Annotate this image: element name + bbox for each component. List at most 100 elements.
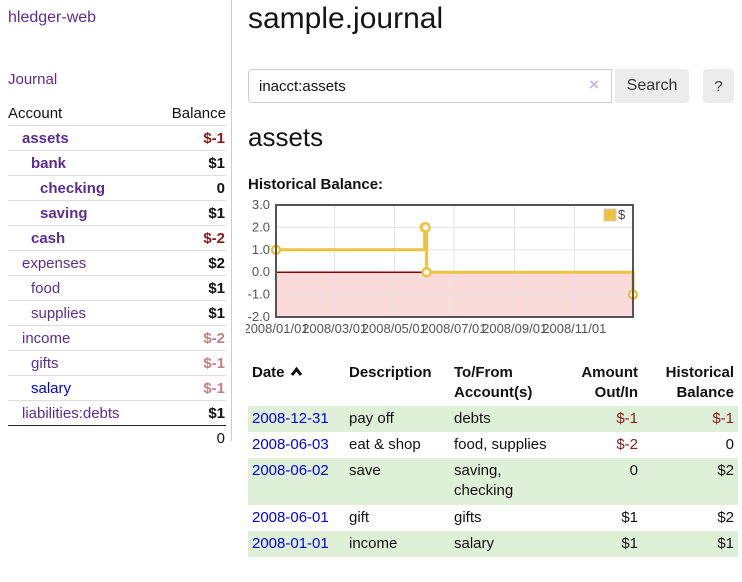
- account-balance: $-1: [154, 350, 226, 376]
- register-balance: $1: [717, 534, 734, 552]
- sidebar: hledger-web Journal Account Balance asse…: [0, 0, 232, 450]
- accounts-table: Account Balance assets $-1 bank $1 check…: [8, 101, 226, 450]
- account-link-gifts[interactable]: gifts: [31, 355, 59, 372]
- svg-text:3.0: 3.0: [252, 200, 270, 212]
- account-row: bank $1: [8, 150, 226, 176]
- date-column-header[interactable]: Date: [248, 361, 345, 406]
- account-link-cash[interactable]: cash: [31, 230, 66, 247]
- balance-chart-svg: $3.0 2.0 1.0 0.0 -1.0 -2.02008/01/012008/03/0…: [246, 200, 639, 336]
- register-description: save: [349, 462, 381, 479]
- register-accounts: salary: [454, 534, 495, 552]
- sort-ascending-icon: [290, 363, 303, 383]
- account-link-bank[interactable]: bank: [31, 155, 67, 172]
- search-input[interactable]: [248, 69, 612, 103]
- register-description: gift: [349, 508, 370, 526]
- account-balance: $-2: [154, 325, 226, 351]
- svg-text:2.0: 2.0: [252, 219, 270, 234]
- svg-text:-1.0: -1.0: [248, 287, 270, 302]
- description-column-header: Description: [349, 364, 432, 381]
- clear-search-icon[interactable]: ×: [589, 75, 599, 94]
- register-amount: $-2: [616, 435, 638, 453]
- balance-column-header: Balance: [171, 105, 226, 122]
- account-balance: $-2: [154, 225, 226, 251]
- account-link-supplies[interactable]: supplies: [31, 305, 87, 322]
- svg-text:2008/03/01: 2008/03/01: [302, 321, 367, 336]
- page-title: sample.journal: [248, 2, 444, 35]
- register-balance: $2: [717, 508, 734, 526]
- register-row: 2008-06-02 save saving, checking 0 $2: [248, 458, 738, 505]
- account-row: expenses $2: [8, 250, 226, 276]
- account-row: food $1: [8, 275, 226, 301]
- account-link-salary[interactable]: salary: [31, 380, 72, 397]
- register-description: pay off: [349, 409, 394, 427]
- register-description: eat & shop: [349, 435, 421, 453]
- account-balance: $1: [154, 200, 226, 226]
- svg-text:2008/07/01: 2008/07/01: [421, 321, 486, 336]
- account-row: income $-2: [8, 325, 226, 351]
- register-amount: 0: [629, 462, 638, 479]
- app-title-link[interactable]: hledger-web: [8, 9, 97, 26]
- account-link-food[interactable]: food: [31, 280, 61, 297]
- account-balance: $-1: [154, 375, 226, 401]
- register-table: Date Description To/From Account(s) Amou…: [248, 361, 738, 557]
- accounts-total-row: 0: [8, 425, 226, 450]
- sidebar-item-journal[interactable]: Journal: [8, 71, 58, 88]
- register-date-link[interactable]: 2008-06-03: [252, 435, 329, 453]
- account-row: saving $1: [8, 200, 226, 226]
- account-link-saving[interactable]: saving: [40, 205, 88, 222]
- register-row: 2008-12-31 pay off debts $-1 $-1: [248, 405, 738, 432]
- register-accounts: gifts: [454, 508, 482, 526]
- register-amount: $1: [621, 534, 638, 552]
- register-date-link[interactable]: 2008-06-01: [252, 508, 329, 526]
- search-button[interactable]: Search: [615, 69, 689, 103]
- svg-text:2008/01/01: 2008/01/01: [246, 321, 309, 336]
- register-balance: $-1: [712, 409, 734, 427]
- account-row: supplies $1: [8, 300, 226, 326]
- account-balance: $1: [154, 300, 226, 326]
- account-balance: $1: [154, 150, 226, 176]
- account-row: cash $-2: [8, 225, 226, 251]
- accounts-table-header: Account Balance: [8, 101, 226, 126]
- register-row: 2008-01-01 income salary $1 $1: [248, 530, 738, 557]
- svg-text:2008/11/01: 2008/11/01: [542, 321, 606, 336]
- account-column-header: Account: [8, 105, 63, 122]
- register-date-link[interactable]: 2008-01-01: [252, 534, 329, 552]
- account-link-income[interactable]: income: [22, 330, 71, 347]
- account-balance: 0: [154, 175, 226, 201]
- svg-text:2008/05/01: 2008/05/01: [362, 321, 427, 336]
- account-link-liabilities-debts[interactable]: liabilities:debts: [22, 405, 120, 422]
- account-link-assets[interactable]: assets: [22, 130, 69, 147]
- register-header-row: Date Description To/From Account(s) Amou…: [248, 361, 738, 406]
- accounts-total-value: 0: [154, 425, 226, 450]
- register-amount: $-1: [616, 409, 638, 427]
- register-amount: $1: [621, 508, 638, 526]
- register-row: 2008-06-03 eat & shop food, supplies $-2…: [248, 432, 738, 458]
- register-date-link[interactable]: 2008-06-02: [252, 462, 329, 479]
- accounts-column-header: To/From Account(s): [454, 364, 533, 402]
- account-row: gifts $-1: [8, 350, 226, 376]
- account-row: checking 0: [8, 175, 226, 201]
- svg-text:0.0: 0.0: [252, 264, 270, 279]
- register-accounts: debts: [454, 409, 491, 427]
- main-content: sample.journal × Search ? assets Histori…: [246, 0, 742, 582]
- register-accounts: food, supplies: [454, 435, 547, 453]
- register-balance: $2: [717, 462, 734, 479]
- account-link-checking[interactable]: checking: [40, 180, 106, 197]
- historical-balance-label: Historical Balance:: [248, 176, 384, 193]
- account-balance: $1: [154, 400, 226, 426]
- balance-column-header: Historical Balance: [665, 364, 734, 402]
- account-balance: $-1: [154, 125, 226, 151]
- register-accounts: saving, checking: [454, 462, 514, 500]
- account-balance: $2: [154, 250, 226, 276]
- svg-text:2008/09/01: 2008/09/01: [482, 321, 547, 336]
- help-button[interactable]: ?: [703, 69, 734, 103]
- register-date-link[interactable]: 2008-12-31: [252, 409, 329, 427]
- register-row: 2008-06-01 gift gifts $1 $2: [248, 505, 738, 531]
- account-row: liabilities:debts $1: [8, 400, 226, 426]
- svg-text:1.0: 1.0: [252, 242, 270, 257]
- account-heading: assets: [248, 122, 324, 152]
- account-link-expenses[interactable]: expenses: [22, 255, 87, 272]
- svg-text:-2.0: -2.0: [248, 309, 270, 324]
- amount-column-header: Amount Out/In: [581, 364, 638, 402]
- account-row: assets $-1: [8, 125, 226, 151]
